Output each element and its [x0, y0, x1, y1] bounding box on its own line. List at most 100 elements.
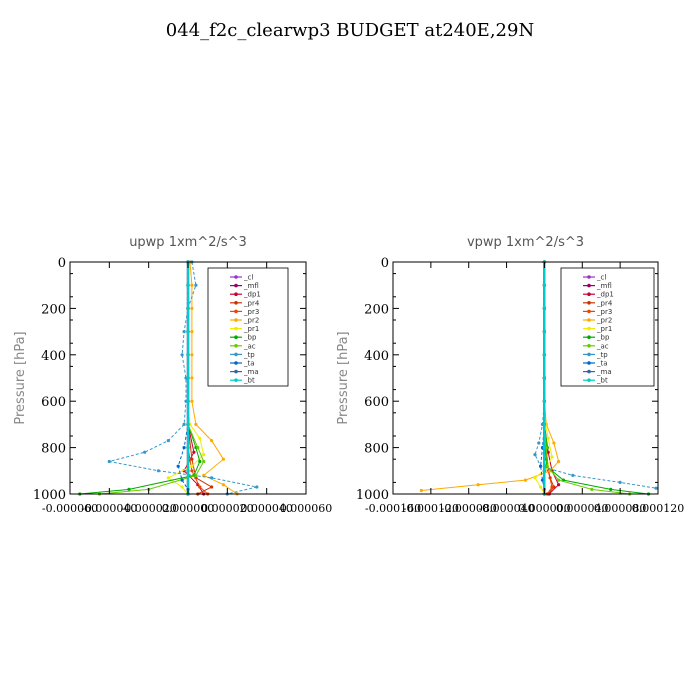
data-point-bt — [542, 353, 547, 357]
data-point-bt — [186, 399, 190, 403]
data-point-bt — [186, 353, 190, 357]
data-point-tp — [654, 486, 658, 490]
data-point-dp1 — [557, 483, 561, 487]
legend-marker-bp — [234, 335, 238, 340]
legend-box — [207, 267, 289, 387]
plot-frame — [392, 261, 659, 495]
data-point-pr2 — [476, 483, 480, 487]
legend-marker-ma — [234, 369, 238, 374]
data-point-pr2 — [523, 478, 528, 482]
data-point-bt — [542, 399, 547, 403]
legend-box — [560, 267, 655, 387]
data-point-ta — [176, 464, 180, 468]
legend-label: _ac — [596, 342, 609, 350]
data-point-bt — [542, 376, 547, 380]
legend-label: _ma — [243, 368, 259, 376]
data-point-tp — [166, 439, 170, 443]
legend-marker-pr2 — [234, 318, 238, 322]
y-tick-label: 800 — [364, 442, 389, 457]
x-tick-label: 0.000060 — [280, 502, 333, 515]
data-point-bt — [186, 283, 190, 287]
x-tick-label: 0.000080 — [594, 502, 647, 515]
x-tick-label: -0.000020 — [121, 502, 177, 515]
legend-marker-mfl — [587, 283, 591, 288]
series-line-tp — [109, 261, 257, 495]
chart-panel-1: upwp 1xm^2/s^3 Pressure [hPa] 0 200 400 600 80… — [13, 235, 332, 515]
data-point-bt — [186, 306, 190, 310]
data-point-bt — [542, 469, 547, 473]
legend-marker-ac — [234, 344, 238, 348]
legend-marker-mfl — [234, 283, 238, 288]
data-point-ac — [194, 473, 198, 477]
y-tick-label: 400 — [364, 349, 389, 364]
data-point-pr2 — [190, 353, 194, 357]
data-point-pr2 — [190, 399, 194, 403]
legend-label: _mfl — [243, 282, 259, 290]
y-axis-label: Pressure [hPa] — [13, 331, 28, 424]
legend-label: _ac — [243, 342, 256, 350]
data-point-ac — [196, 446, 200, 450]
y-tick-label: 200 — [364, 302, 389, 317]
legend-label: _cl — [596, 274, 606, 282]
data-point-dp1 — [192, 450, 196, 454]
legend-label: _bt — [243, 377, 255, 385]
legend-label: _pr2 — [243, 317, 259, 325]
legend-label: _tp — [243, 351, 255, 359]
legend-label: _tp — [596, 351, 608, 359]
legend-marker-bp — [587, 335, 591, 340]
legend-label: _bt — [596, 377, 608, 385]
legend-marker-dp1 — [587, 292, 591, 297]
legend-marker-tp — [587, 352, 591, 357]
data-point-pr1 — [202, 453, 206, 457]
data-point-pr2 — [194, 422, 198, 426]
data-point-tp — [618, 480, 622, 484]
legend-label: _mfl — [596, 282, 612, 290]
data-point-ac — [202, 459, 206, 464]
data-point-tp — [194, 283, 198, 287]
y-tick-label: 1000 — [356, 488, 389, 503]
data-point-pr2 — [190, 330, 194, 334]
data-point-pr4 — [210, 485, 214, 489]
legend-marker-pr4 — [587, 301, 591, 305]
y-tick-label: 600 — [364, 395, 389, 410]
data-point-bp — [198, 459, 202, 464]
data-point-pr2 — [221, 483, 225, 487]
data-point-bt — [186, 422, 190, 426]
data-point-pr4 — [190, 457, 194, 461]
panel-title: upwp 1xm^2/s^3 — [129, 235, 247, 250]
legend-label: _pr4 — [243, 299, 260, 307]
legend-marker-pr1 — [234, 326, 238, 331]
y-tick-label: 0 — [58, 256, 66, 271]
data-point-pr1 — [180, 485, 184, 489]
data-point-bt — [542, 306, 547, 310]
data-point-bt — [542, 330, 547, 334]
data-point-ta — [182, 446, 186, 450]
legend-label: _cl — [243, 274, 253, 282]
data-point-tp — [210, 476, 214, 480]
y-tick-label: 800 — [41, 442, 66, 457]
data-point-tp — [180, 353, 184, 357]
data-point-bp — [609, 487, 613, 491]
legend-marker-ta — [234, 361, 238, 365]
data-point-pr2 — [190, 283, 194, 287]
page-title: 044_f2c_clearwp3 BUDGET at240E,29N — [165, 20, 535, 41]
data-point-ta — [180, 478, 184, 482]
x-tick-label: -0.000120 — [403, 502, 459, 515]
legend-label: _pr1 — [596, 325, 612, 333]
panel-title: vpwp 1xm^2/s^3 — [467, 235, 584, 250]
data-point-bt — [186, 469, 190, 473]
legend-label: _dp1 — [596, 291, 614, 299]
legend-label: _ta — [243, 360, 255, 368]
data-point-pr2 — [210, 439, 214, 443]
legend-label: _pr4 — [596, 299, 613, 307]
data-point-bp — [127, 487, 131, 491]
legend-label: _pr1 — [243, 325, 259, 333]
data-point-pr2 — [190, 376, 194, 380]
data-point-tp — [533, 453, 537, 457]
data-point-tp — [537, 441, 541, 445]
data-point-pr3 — [190, 469, 194, 473]
data-point-ta — [539, 464, 543, 468]
data-point-bt — [542, 422, 547, 426]
legend-label: _dp1 — [243, 291, 261, 299]
